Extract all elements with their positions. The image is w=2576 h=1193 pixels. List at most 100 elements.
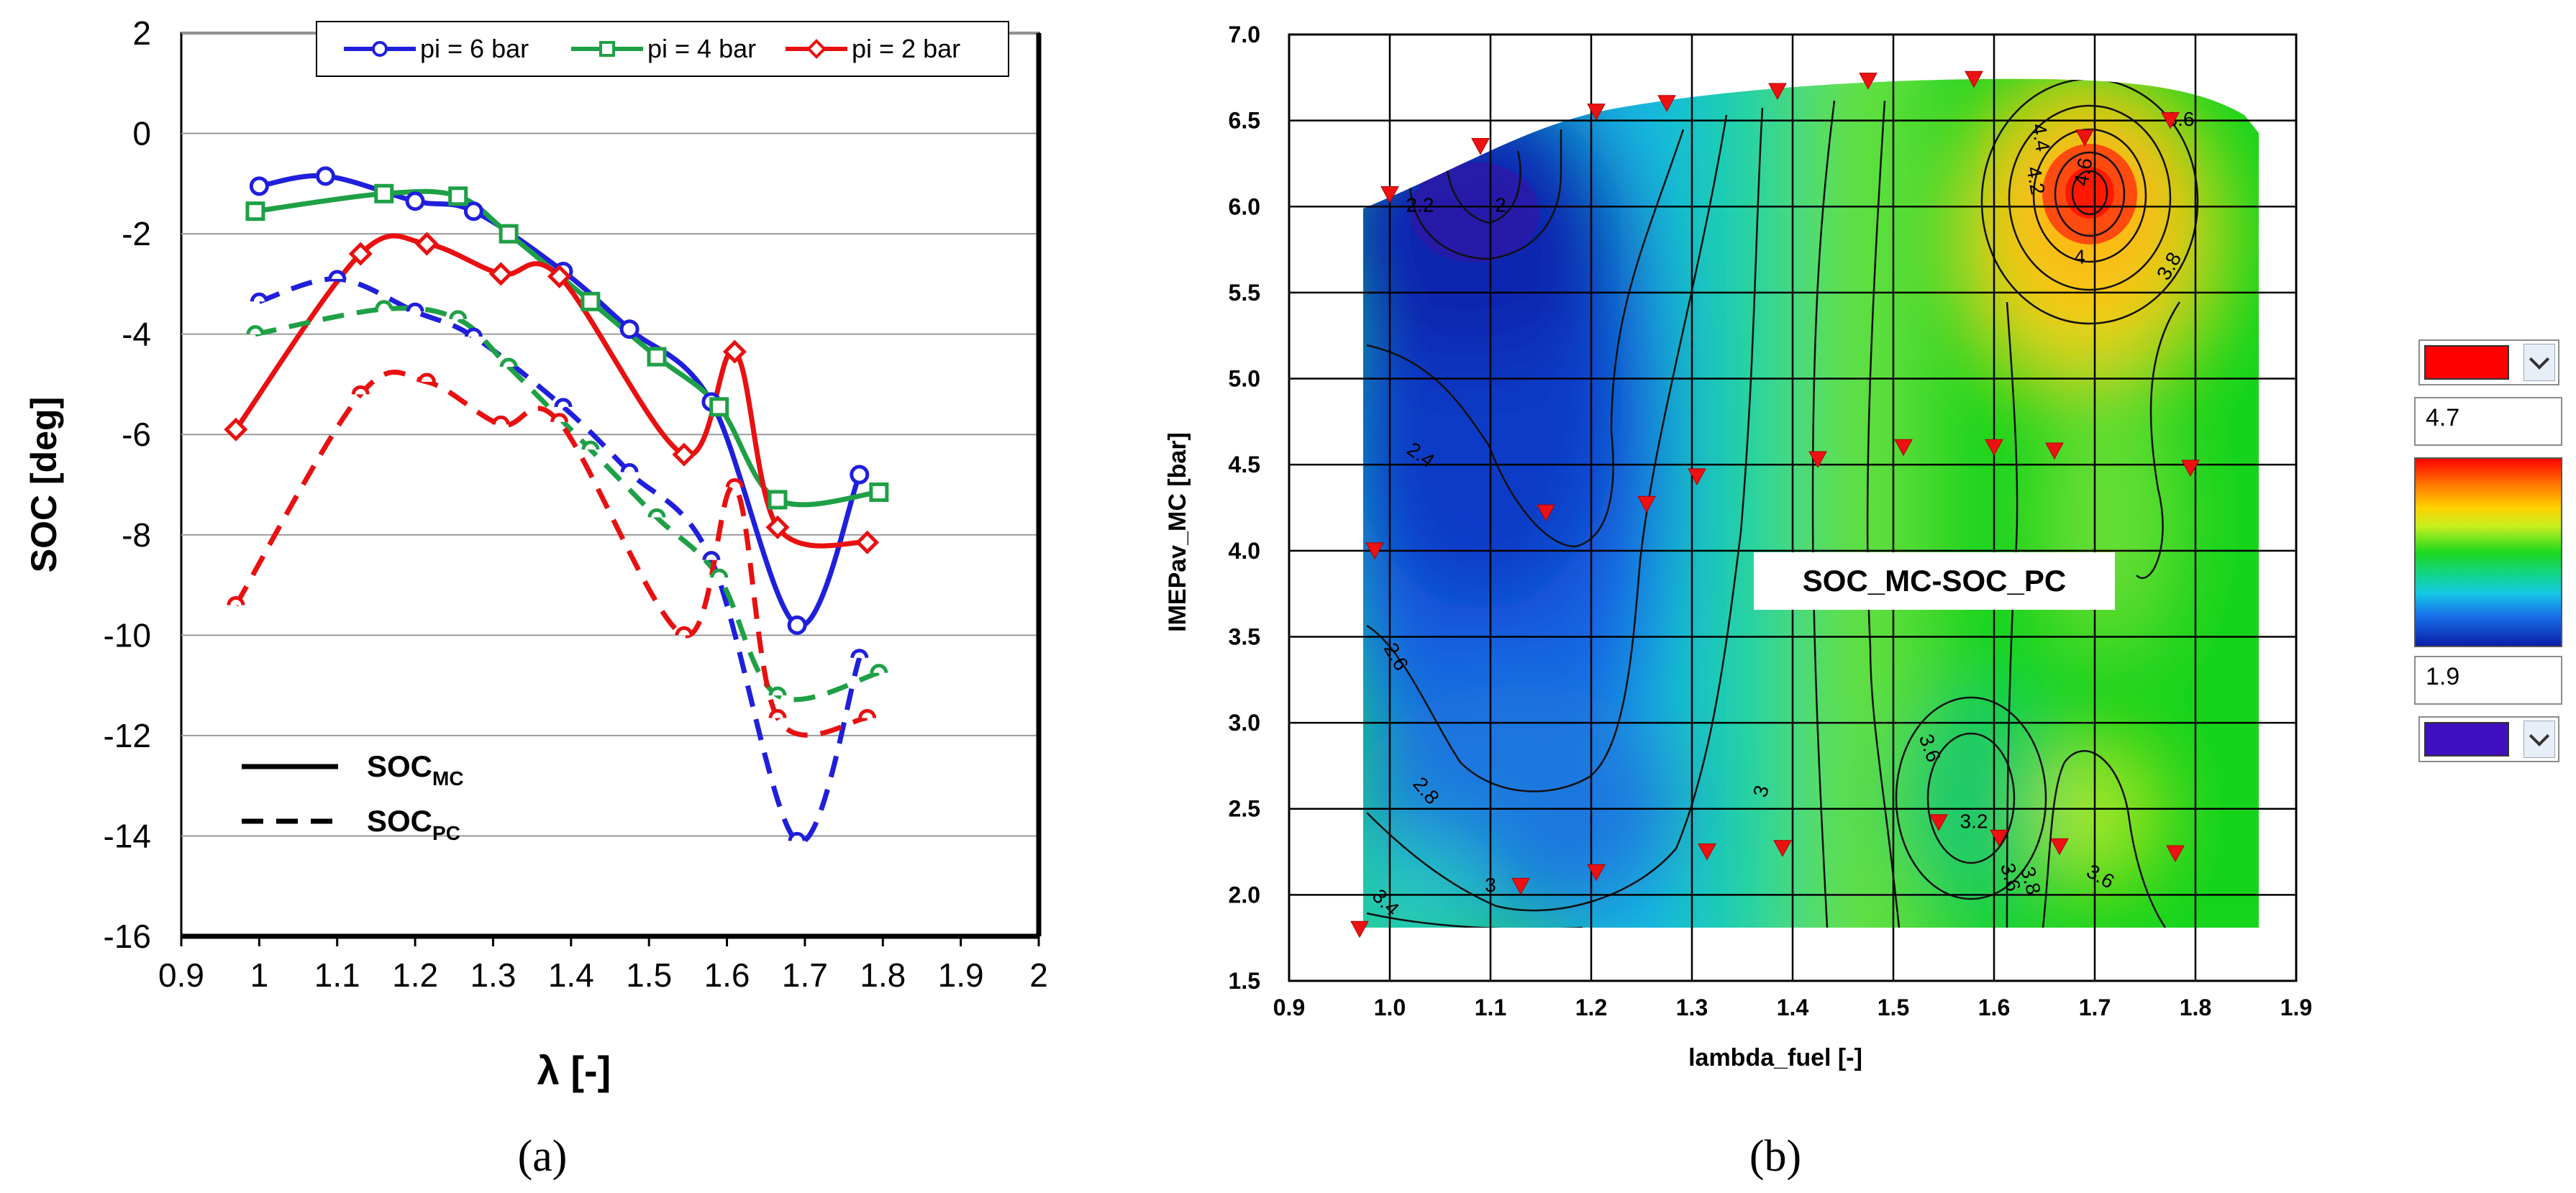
y-tick-label: 4.0: [1229, 538, 1260, 564]
data-point: [870, 664, 888, 673]
data-point: [328, 270, 347, 280]
contour-label: 4: [2074, 245, 2085, 268]
data-point: [499, 357, 518, 367]
max-color-swatch: [2424, 345, 2509, 380]
measurement-point-marker: [1859, 73, 1878, 90]
x-tick-label: 1.0: [1374, 995, 1406, 1020]
dropdown-arrow-icon[interactable]: [2523, 344, 2555, 381]
data-point: [547, 264, 572, 288]
data-point: [315, 166, 335, 186]
max-color-selector[interactable]: [2418, 339, 2559, 385]
y-tick-label: -16: [104, 918, 151, 955]
data-point: [375, 300, 393, 310]
measurement-point-marker: [2045, 442, 2064, 460]
measurement-point-marker: [1990, 829, 2008, 847]
y-tick-labels-a: -16 -14 -12 -10 -8 -6 -4 -2 0 2: [104, 14, 151, 955]
data-point: [464, 327, 483, 337]
y-tick-label: 2: [132, 14, 151, 52]
measurement-points-b: [1350, 70, 2200, 938]
x-tick-label: 1.4: [1777, 995, 1809, 1020]
contour-label: 4.4: [2027, 122, 2054, 153]
style-legend-label-pc: SOCPC: [367, 804, 460, 844]
data-point: [406, 302, 424, 312]
data-point: [768, 490, 788, 510]
circle-marker-icon: [372, 41, 388, 57]
measurement-point-marker: [1637, 495, 1656, 513]
x-tick-label: 1.7: [2079, 995, 2111, 1020]
y-tick-label: -12: [104, 717, 151, 754]
x-tick-label: 2: [1029, 956, 1048, 994]
plot-border-b: [1288, 33, 2298, 982]
legend-item-pi6: pi = 6 bar: [344, 34, 529, 63]
data-point: [581, 440, 600, 450]
soc-mc-subscript: MC: [432, 767, 464, 790]
y-tick-label: -2: [122, 215, 151, 252]
min-color-selector[interactable]: [2418, 716, 2559, 762]
data-point: [787, 615, 807, 635]
square-marker-icon: [599, 41, 615, 57]
measurement-point-marker: [1365, 542, 1384, 559]
y-tick-label: 3.5: [1229, 623, 1260, 649]
data-point: [488, 262, 513, 286]
contour-label: 2: [1495, 194, 1506, 216]
plot-area-a: [180, 32, 1040, 938]
data-point: [675, 626, 693, 636]
data-point: [348, 242, 373, 266]
x-tick-label: 1.9: [2280, 995, 2312, 1020]
data-point: [249, 176, 269, 196]
measurement-point-marker: [1894, 439, 1913, 457]
legend-label: pi = 6 bar: [420, 34, 529, 63]
min-color-swatch: [2424, 722, 2509, 757]
data-point: [499, 224, 519, 244]
y-tick-label: 3.0: [1229, 710, 1260, 736]
data-point: [250, 292, 268, 302]
data-point: [620, 463, 639, 472]
data-point: [351, 385, 370, 395]
data-point: [850, 649, 869, 659]
data-point: [448, 186, 468, 206]
data-point: [869, 482, 889, 502]
x-tick-label: 1.8: [2180, 995, 2211, 1020]
y-tick-label: -10: [104, 616, 151, 654]
x-tick-label: 1: [250, 956, 269, 994]
measurement-point-marker: [1773, 840, 1792, 857]
panel-a: 0.9 1 1.1 1.2 1.3 1.4 1.5 1.6 1.7 1.8 1.9 2 -16-14-…: [24, 14, 1048, 1181]
dropdown-arrow-icon[interactable]: [2523, 721, 2555, 758]
measurement-point-marker: [1688, 468, 1706, 485]
y-tick-label: 4.5: [1229, 452, 1260, 477]
y-tick-label: -8: [122, 516, 151, 554]
contour-lines-b: [1366, 78, 2199, 928]
contour-label: 4.2: [2022, 165, 2049, 196]
data-point: [417, 372, 436, 383]
x-tick-label: 1.2: [1575, 995, 1607, 1020]
measurement-point-marker: [2166, 845, 2185, 862]
measurement-point-marker: [2075, 129, 2094, 147]
measurement-point-marker: [2050, 838, 2069, 856]
colorbar-max-field[interactable]: 4.7: [2414, 397, 2562, 446]
y-tick-label: -14: [104, 817, 151, 854]
data-point: [768, 686, 787, 696]
y-tick-label: 2.5: [1229, 796, 1260, 822]
data-point: [725, 478, 744, 488]
x-tick-label: 1.3: [470, 956, 516, 994]
data-point: [414, 232, 439, 256]
x-tick-label: 1.4: [548, 956, 594, 994]
measurement-point-marker: [1768, 83, 1787, 101]
data-point: [449, 310, 468, 320]
y-tick-label: 6.0: [1229, 193, 1260, 219]
data-point: [710, 568, 729, 578]
data-point: [855, 530, 880, 554]
colorbar-gradient: [2414, 457, 2562, 647]
series-line-soc_pc: [233, 370, 868, 738]
soc-pc-subscript: PC: [432, 822, 460, 844]
x-tick-label: 1.1: [314, 956, 360, 994]
data-point: [227, 595, 245, 605]
legend-label: pi = 2 bar: [852, 34, 960, 63]
x-tick-label: 1.7: [782, 956, 828, 994]
y-tick-label: 5.5: [1229, 280, 1260, 306]
measurement-point-marker: [1511, 877, 1530, 895]
colorbar-min-field[interactable]: 1.9: [2414, 656, 2562, 705]
data-point: [647, 508, 666, 518]
